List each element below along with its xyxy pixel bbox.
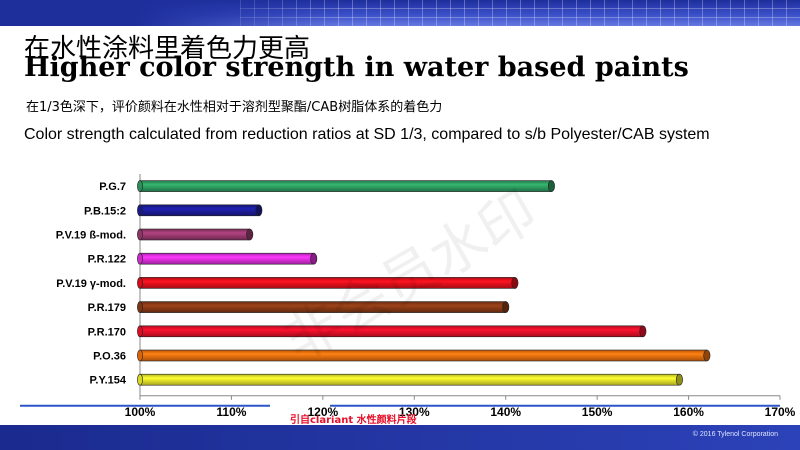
color-strength-bar-chart: P.G.7 P.B.15:2 P.V.19 ß-mod. P.R.122 P.V.19 …	[20, 174, 796, 418]
bar-end-cap	[703, 349, 711, 362]
x-tick-label: 100%	[125, 405, 156, 418]
category-label: P.R.170	[88, 326, 126, 338]
bar-left-cap	[137, 180, 143, 192]
x-tick-label: 110%	[216, 405, 246, 418]
bar-end-cap	[547, 180, 555, 192]
bar-left-cap	[137, 277, 143, 289]
bar-end-cap	[502, 301, 510, 313]
bar-left-cap	[137, 373, 143, 386]
bar	[139, 373, 680, 386]
title-english: Higher color strength in water based pai…	[24, 52, 689, 83]
category-label: P.Y.154	[89, 375, 126, 387]
bar-left-cap	[137, 349, 143, 362]
title-chinese: 在水性涂料里着色力更高	[24, 34, 311, 64]
footer-band	[0, 425, 800, 450]
bar-left-cap	[137, 252, 143, 265]
bar-left-cap	[137, 301, 143, 313]
subtitle-chinese: 在1/3色深下，评价颜料在水性相对于溶剂型聚酯/CAB树脂体系的着色力	[26, 100, 443, 115]
bar	[139, 252, 315, 265]
bar-end-cap	[246, 228, 254, 241]
x-tick-label: 150%	[582, 405, 613, 418]
bar-left-cap	[137, 204, 143, 217]
x-tick-label: 170%	[765, 405, 796, 418]
x-tick-label: 120%	[308, 405, 339, 418]
bar-end-cap	[255, 204, 263, 217]
copyright: © 2016 Tylenol Corporation	[692, 431, 778, 438]
bar	[139, 349, 708, 362]
category-label: P.R.122	[88, 254, 126, 266]
bar-end-cap	[310, 252, 318, 265]
x-tick-label: 140%	[490, 405, 521, 418]
bar	[139, 204, 260, 217]
bar-end-cap	[511, 277, 519, 289]
category-label: P.G.7	[99, 181, 126, 193]
category-label: P.V.19 γ-mod.	[56, 278, 126, 290]
bar-end-cap	[675, 373, 683, 386]
category-label: P.V.19 ß-mod.	[56, 230, 126, 242]
header-band	[0, 0, 800, 26]
bar-left-cap	[137, 228, 143, 241]
x-tick-label: 160%	[673, 405, 704, 418]
subtitle-english: Color strength calculated from reduction…	[24, 126, 710, 143]
x-tick-label: 130%	[399, 405, 430, 418]
bar	[139, 228, 251, 241]
bar-left-cap	[137, 325, 143, 338]
category-label: P.B.15:2	[84, 205, 126, 217]
category-label: P.O.36	[93, 351, 126, 363]
category-label: P.R.179	[88, 302, 126, 314]
source-note: 引自clariant 水性颜料片段	[290, 415, 417, 426]
bar-end-cap	[639, 325, 647, 338]
